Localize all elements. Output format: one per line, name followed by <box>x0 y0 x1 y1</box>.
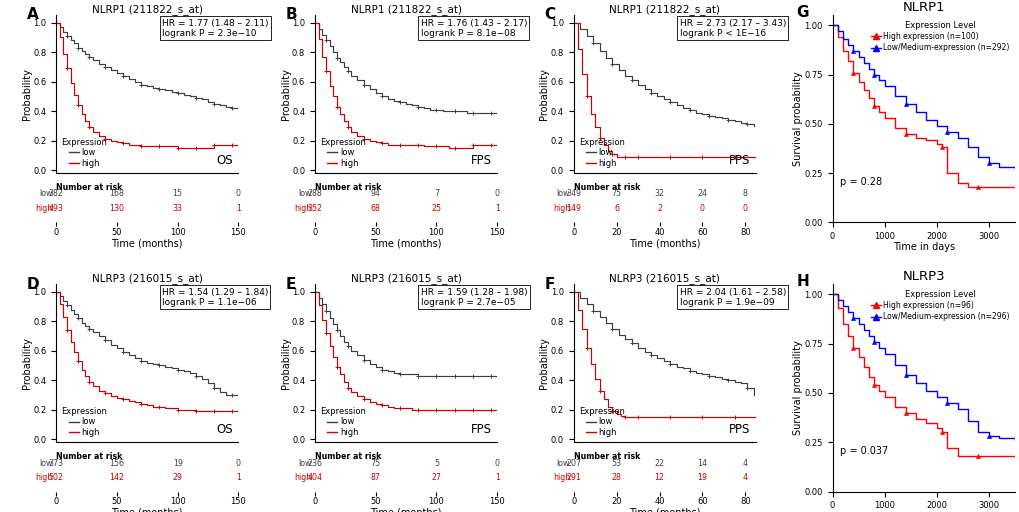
Text: high: high <box>36 204 52 212</box>
Text: 0: 0 <box>494 189 499 199</box>
Text: 373: 373 <box>49 459 63 467</box>
Text: 8: 8 <box>742 189 747 199</box>
X-axis label: Time (months): Time (months) <box>111 238 182 248</box>
Legend: low, high: low, high <box>319 137 366 169</box>
Text: G: G <box>796 5 808 20</box>
Text: 207: 207 <box>566 459 581 467</box>
Text: 236: 236 <box>307 459 322 467</box>
Text: C: C <box>544 8 555 23</box>
Text: E: E <box>285 276 296 292</box>
Legend: low, high: low, high <box>60 406 108 438</box>
Y-axis label: Probability: Probability <box>21 337 32 389</box>
Text: OS: OS <box>216 154 232 166</box>
Text: 25: 25 <box>431 204 441 212</box>
Text: 0: 0 <box>699 204 704 212</box>
Text: 87: 87 <box>370 473 380 482</box>
Text: 291: 291 <box>566 473 581 482</box>
Text: Number at risk: Number at risk <box>315 183 381 193</box>
Text: p = 0.037: p = 0.037 <box>839 446 888 456</box>
Text: 288: 288 <box>308 189 322 199</box>
Text: 349: 349 <box>566 189 581 199</box>
Text: PPS: PPS <box>729 423 750 436</box>
Text: HR = 2.73 (2.17 – 3.43)
logrank P < 1E−16: HR = 2.73 (2.17 – 3.43) logrank P < 1E−1… <box>679 18 785 38</box>
Text: 33: 33 <box>172 204 182 212</box>
Text: 12: 12 <box>654 473 664 482</box>
Text: 4: 4 <box>742 459 747 467</box>
Legend: low, high: low, high <box>319 406 366 438</box>
Text: FPS: FPS <box>471 423 491 436</box>
Text: 5: 5 <box>433 459 438 467</box>
Title: NLRP1: NLRP1 <box>902 1 945 14</box>
Text: 22: 22 <box>654 459 664 467</box>
Text: 2: 2 <box>656 204 661 212</box>
Text: Number at risk: Number at risk <box>574 183 640 193</box>
Title: NLRP1 (211822_s_at): NLRP1 (211822_s_at) <box>608 5 719 15</box>
Text: 502: 502 <box>49 473 63 482</box>
Text: 53: 53 <box>611 459 621 467</box>
Text: 15: 15 <box>172 189 182 199</box>
Title: NLRP3 (216015_s_at): NLRP3 (216015_s_at) <box>92 273 203 285</box>
Y-axis label: Survival probability: Survival probability <box>792 340 802 435</box>
Text: HR = 2.04 (1.61 – 2.58)
logrank P = 1.9e−09: HR = 2.04 (1.61 – 2.58) logrank P = 1.9e… <box>679 288 785 307</box>
Text: 24: 24 <box>697 189 707 199</box>
Text: 0: 0 <box>494 459 499 467</box>
Text: HR = 1.77 (1.48 – 2.11)
logrank P = 2.3e−10: HR = 1.77 (1.48 – 2.11) logrank P = 2.3e… <box>162 18 268 38</box>
Text: 404: 404 <box>307 473 322 482</box>
Text: 32: 32 <box>654 189 664 199</box>
Title: NLRP1 (211822_s_at): NLRP1 (211822_s_at) <box>351 5 462 15</box>
Text: 7: 7 <box>433 189 438 199</box>
Text: 4: 4 <box>742 473 747 482</box>
X-axis label: Time (months): Time (months) <box>111 507 182 512</box>
Title: NLRP3 (216015_s_at): NLRP3 (216015_s_at) <box>609 273 719 285</box>
Legend: low, high: low, high <box>578 406 625 438</box>
Legend: low, high: low, high <box>578 137 625 169</box>
Y-axis label: Survival probability: Survival probability <box>792 72 802 166</box>
Text: 156: 156 <box>109 459 124 467</box>
Text: 19: 19 <box>697 473 707 482</box>
Y-axis label: Probability: Probability <box>539 337 549 389</box>
Text: 1: 1 <box>494 473 499 482</box>
X-axis label: Time in days: Time in days <box>892 243 954 252</box>
Text: 1: 1 <box>235 473 240 482</box>
Text: low: low <box>556 459 570 467</box>
Text: high: high <box>293 204 311 212</box>
Text: 6: 6 <box>613 204 619 212</box>
Text: 352: 352 <box>307 204 322 212</box>
Text: low: low <box>298 189 311 199</box>
Text: low: low <box>39 459 52 467</box>
Text: D: D <box>26 276 40 292</box>
Legend: low, high: low, high <box>60 137 108 169</box>
Y-axis label: Probability: Probability <box>21 68 32 120</box>
Legend: High expression (n=100), Low/Medium-expression (n=292): High expression (n=100), Low/Medium-expr… <box>868 19 1010 54</box>
Text: 27: 27 <box>431 473 441 482</box>
X-axis label: Time (months): Time (months) <box>629 507 700 512</box>
Text: F: F <box>544 276 554 292</box>
Title: NLRP3: NLRP3 <box>902 270 945 283</box>
Text: low: low <box>556 189 570 199</box>
Y-axis label: Probability: Probability <box>280 337 290 389</box>
Text: 168: 168 <box>109 189 124 199</box>
Text: PPS: PPS <box>729 154 750 166</box>
Text: low: low <box>39 189 52 199</box>
Text: 493: 493 <box>49 204 63 212</box>
Legend: High expression (n=96), Low/Medium-expression (n=296): High expression (n=96), Low/Medium-expre… <box>868 288 1010 323</box>
Text: 1: 1 <box>494 204 499 212</box>
Text: low: low <box>298 459 311 467</box>
Text: high: high <box>36 473 52 482</box>
Text: 130: 130 <box>109 204 124 212</box>
Text: high: high <box>552 473 570 482</box>
X-axis label: Time (months): Time (months) <box>629 238 700 248</box>
Text: 0: 0 <box>235 459 240 467</box>
Text: 382: 382 <box>49 189 63 199</box>
Text: 1: 1 <box>235 204 240 212</box>
Text: 94: 94 <box>370 189 380 199</box>
Text: OS: OS <box>216 423 232 436</box>
Text: 75: 75 <box>611 189 621 199</box>
Text: 19: 19 <box>172 459 182 467</box>
Text: Number at risk: Number at risk <box>56 453 122 461</box>
Text: 149: 149 <box>566 204 581 212</box>
Text: FPS: FPS <box>471 154 491 166</box>
Text: HR = 1.76 (1.43 – 2.17)
logrank P = 8.1e−08: HR = 1.76 (1.43 – 2.17) logrank P = 8.1e… <box>420 18 527 38</box>
Text: 28: 28 <box>611 473 621 482</box>
X-axis label: Time (months): Time (months) <box>370 238 441 248</box>
